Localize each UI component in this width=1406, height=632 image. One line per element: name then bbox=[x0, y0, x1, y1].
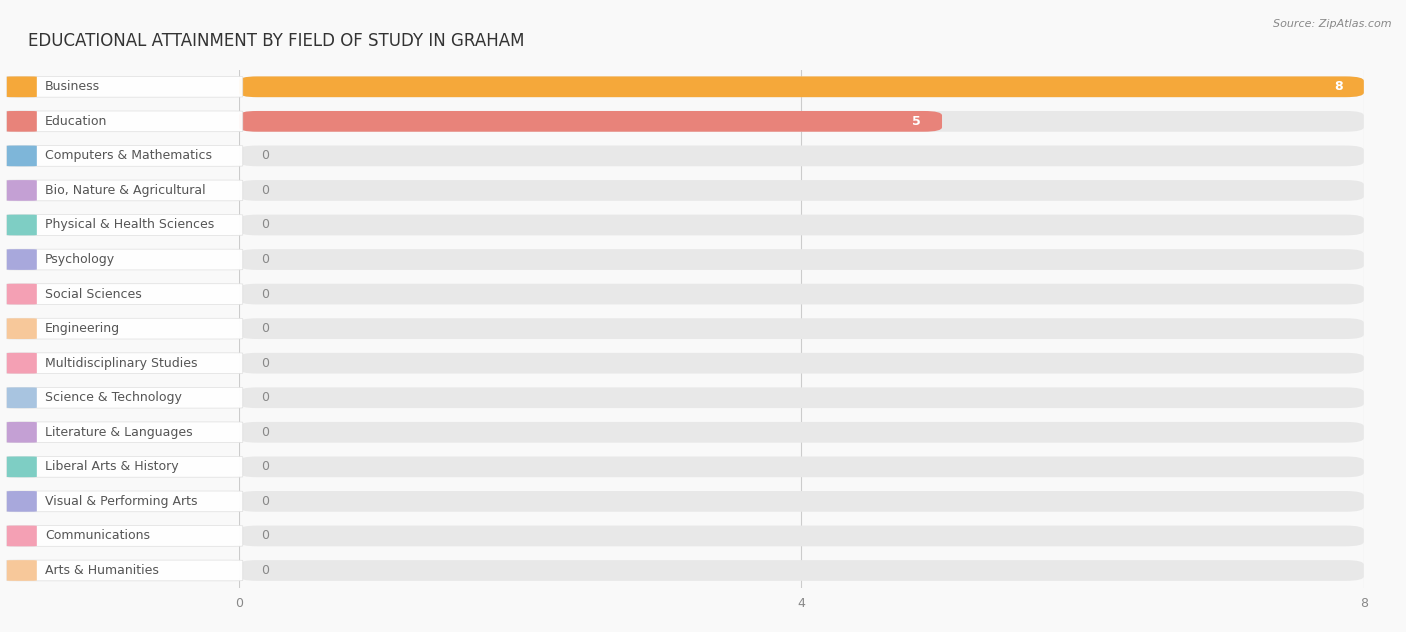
Text: 0: 0 bbox=[262, 149, 270, 162]
FancyBboxPatch shape bbox=[239, 284, 1364, 305]
FancyBboxPatch shape bbox=[239, 319, 1364, 339]
FancyBboxPatch shape bbox=[7, 111, 37, 131]
FancyBboxPatch shape bbox=[7, 353, 243, 374]
Text: Communications: Communications bbox=[45, 530, 150, 542]
FancyBboxPatch shape bbox=[239, 422, 1364, 442]
FancyBboxPatch shape bbox=[239, 249, 1364, 270]
FancyBboxPatch shape bbox=[239, 111, 1364, 131]
Text: Bio, Nature & Agricultural: Bio, Nature & Agricultural bbox=[45, 184, 205, 197]
FancyBboxPatch shape bbox=[239, 526, 1364, 546]
FancyBboxPatch shape bbox=[7, 249, 37, 270]
Text: 0: 0 bbox=[262, 253, 270, 266]
FancyBboxPatch shape bbox=[7, 249, 243, 270]
Text: 0: 0 bbox=[262, 564, 270, 577]
FancyBboxPatch shape bbox=[7, 284, 37, 305]
Text: Visual & Performing Arts: Visual & Performing Arts bbox=[45, 495, 197, 508]
Text: 0: 0 bbox=[262, 219, 270, 231]
FancyBboxPatch shape bbox=[7, 526, 243, 546]
FancyBboxPatch shape bbox=[7, 180, 243, 201]
FancyBboxPatch shape bbox=[7, 526, 37, 546]
FancyBboxPatch shape bbox=[239, 560, 1364, 581]
Text: 0: 0 bbox=[262, 530, 270, 542]
Text: 0: 0 bbox=[262, 356, 270, 370]
FancyBboxPatch shape bbox=[239, 387, 1364, 408]
FancyBboxPatch shape bbox=[7, 284, 243, 305]
FancyBboxPatch shape bbox=[7, 387, 243, 408]
Text: Social Sciences: Social Sciences bbox=[45, 288, 142, 301]
FancyBboxPatch shape bbox=[7, 456, 37, 477]
FancyBboxPatch shape bbox=[239, 76, 1364, 97]
FancyBboxPatch shape bbox=[7, 145, 243, 166]
FancyBboxPatch shape bbox=[7, 491, 37, 512]
Text: 0: 0 bbox=[262, 460, 270, 473]
FancyBboxPatch shape bbox=[7, 145, 37, 166]
FancyBboxPatch shape bbox=[239, 111, 942, 131]
Text: 5: 5 bbox=[912, 115, 921, 128]
FancyBboxPatch shape bbox=[239, 180, 1364, 201]
FancyBboxPatch shape bbox=[7, 319, 243, 339]
Text: 0: 0 bbox=[262, 184, 270, 197]
FancyBboxPatch shape bbox=[7, 319, 37, 339]
FancyBboxPatch shape bbox=[7, 215, 37, 235]
Text: 0: 0 bbox=[262, 426, 270, 439]
Text: Education: Education bbox=[45, 115, 107, 128]
FancyBboxPatch shape bbox=[7, 353, 37, 374]
FancyBboxPatch shape bbox=[7, 560, 37, 581]
Text: 8: 8 bbox=[1334, 80, 1343, 94]
FancyBboxPatch shape bbox=[239, 491, 1364, 512]
FancyBboxPatch shape bbox=[239, 353, 1364, 374]
FancyBboxPatch shape bbox=[7, 422, 37, 442]
Text: Multidisciplinary Studies: Multidisciplinary Studies bbox=[45, 356, 197, 370]
Text: Source: ZipAtlas.com: Source: ZipAtlas.com bbox=[1274, 19, 1392, 29]
FancyBboxPatch shape bbox=[7, 387, 37, 408]
Text: EDUCATIONAL ATTAINMENT BY FIELD OF STUDY IN GRAHAM: EDUCATIONAL ATTAINMENT BY FIELD OF STUDY… bbox=[28, 32, 524, 49]
FancyBboxPatch shape bbox=[7, 76, 243, 97]
FancyBboxPatch shape bbox=[239, 145, 1364, 166]
Text: Liberal Arts & History: Liberal Arts & History bbox=[45, 460, 179, 473]
FancyBboxPatch shape bbox=[7, 180, 37, 201]
Text: 0: 0 bbox=[262, 495, 270, 508]
Text: Psychology: Psychology bbox=[45, 253, 115, 266]
Text: Science & Technology: Science & Technology bbox=[45, 391, 181, 404]
FancyBboxPatch shape bbox=[239, 76, 1364, 97]
Text: Literature & Languages: Literature & Languages bbox=[45, 426, 193, 439]
Text: Physical & Health Sciences: Physical & Health Sciences bbox=[45, 219, 214, 231]
FancyBboxPatch shape bbox=[7, 111, 243, 131]
Text: Engineering: Engineering bbox=[45, 322, 120, 335]
Text: Computers & Mathematics: Computers & Mathematics bbox=[45, 149, 212, 162]
Text: 0: 0 bbox=[262, 391, 270, 404]
Text: Business: Business bbox=[45, 80, 100, 94]
Text: Arts & Humanities: Arts & Humanities bbox=[45, 564, 159, 577]
FancyBboxPatch shape bbox=[7, 422, 243, 442]
Text: 0: 0 bbox=[262, 322, 270, 335]
Text: 0: 0 bbox=[262, 288, 270, 301]
FancyBboxPatch shape bbox=[7, 215, 243, 235]
FancyBboxPatch shape bbox=[7, 76, 37, 97]
FancyBboxPatch shape bbox=[7, 456, 243, 477]
FancyBboxPatch shape bbox=[239, 215, 1364, 235]
FancyBboxPatch shape bbox=[7, 491, 243, 512]
FancyBboxPatch shape bbox=[239, 456, 1364, 477]
FancyBboxPatch shape bbox=[7, 560, 243, 581]
